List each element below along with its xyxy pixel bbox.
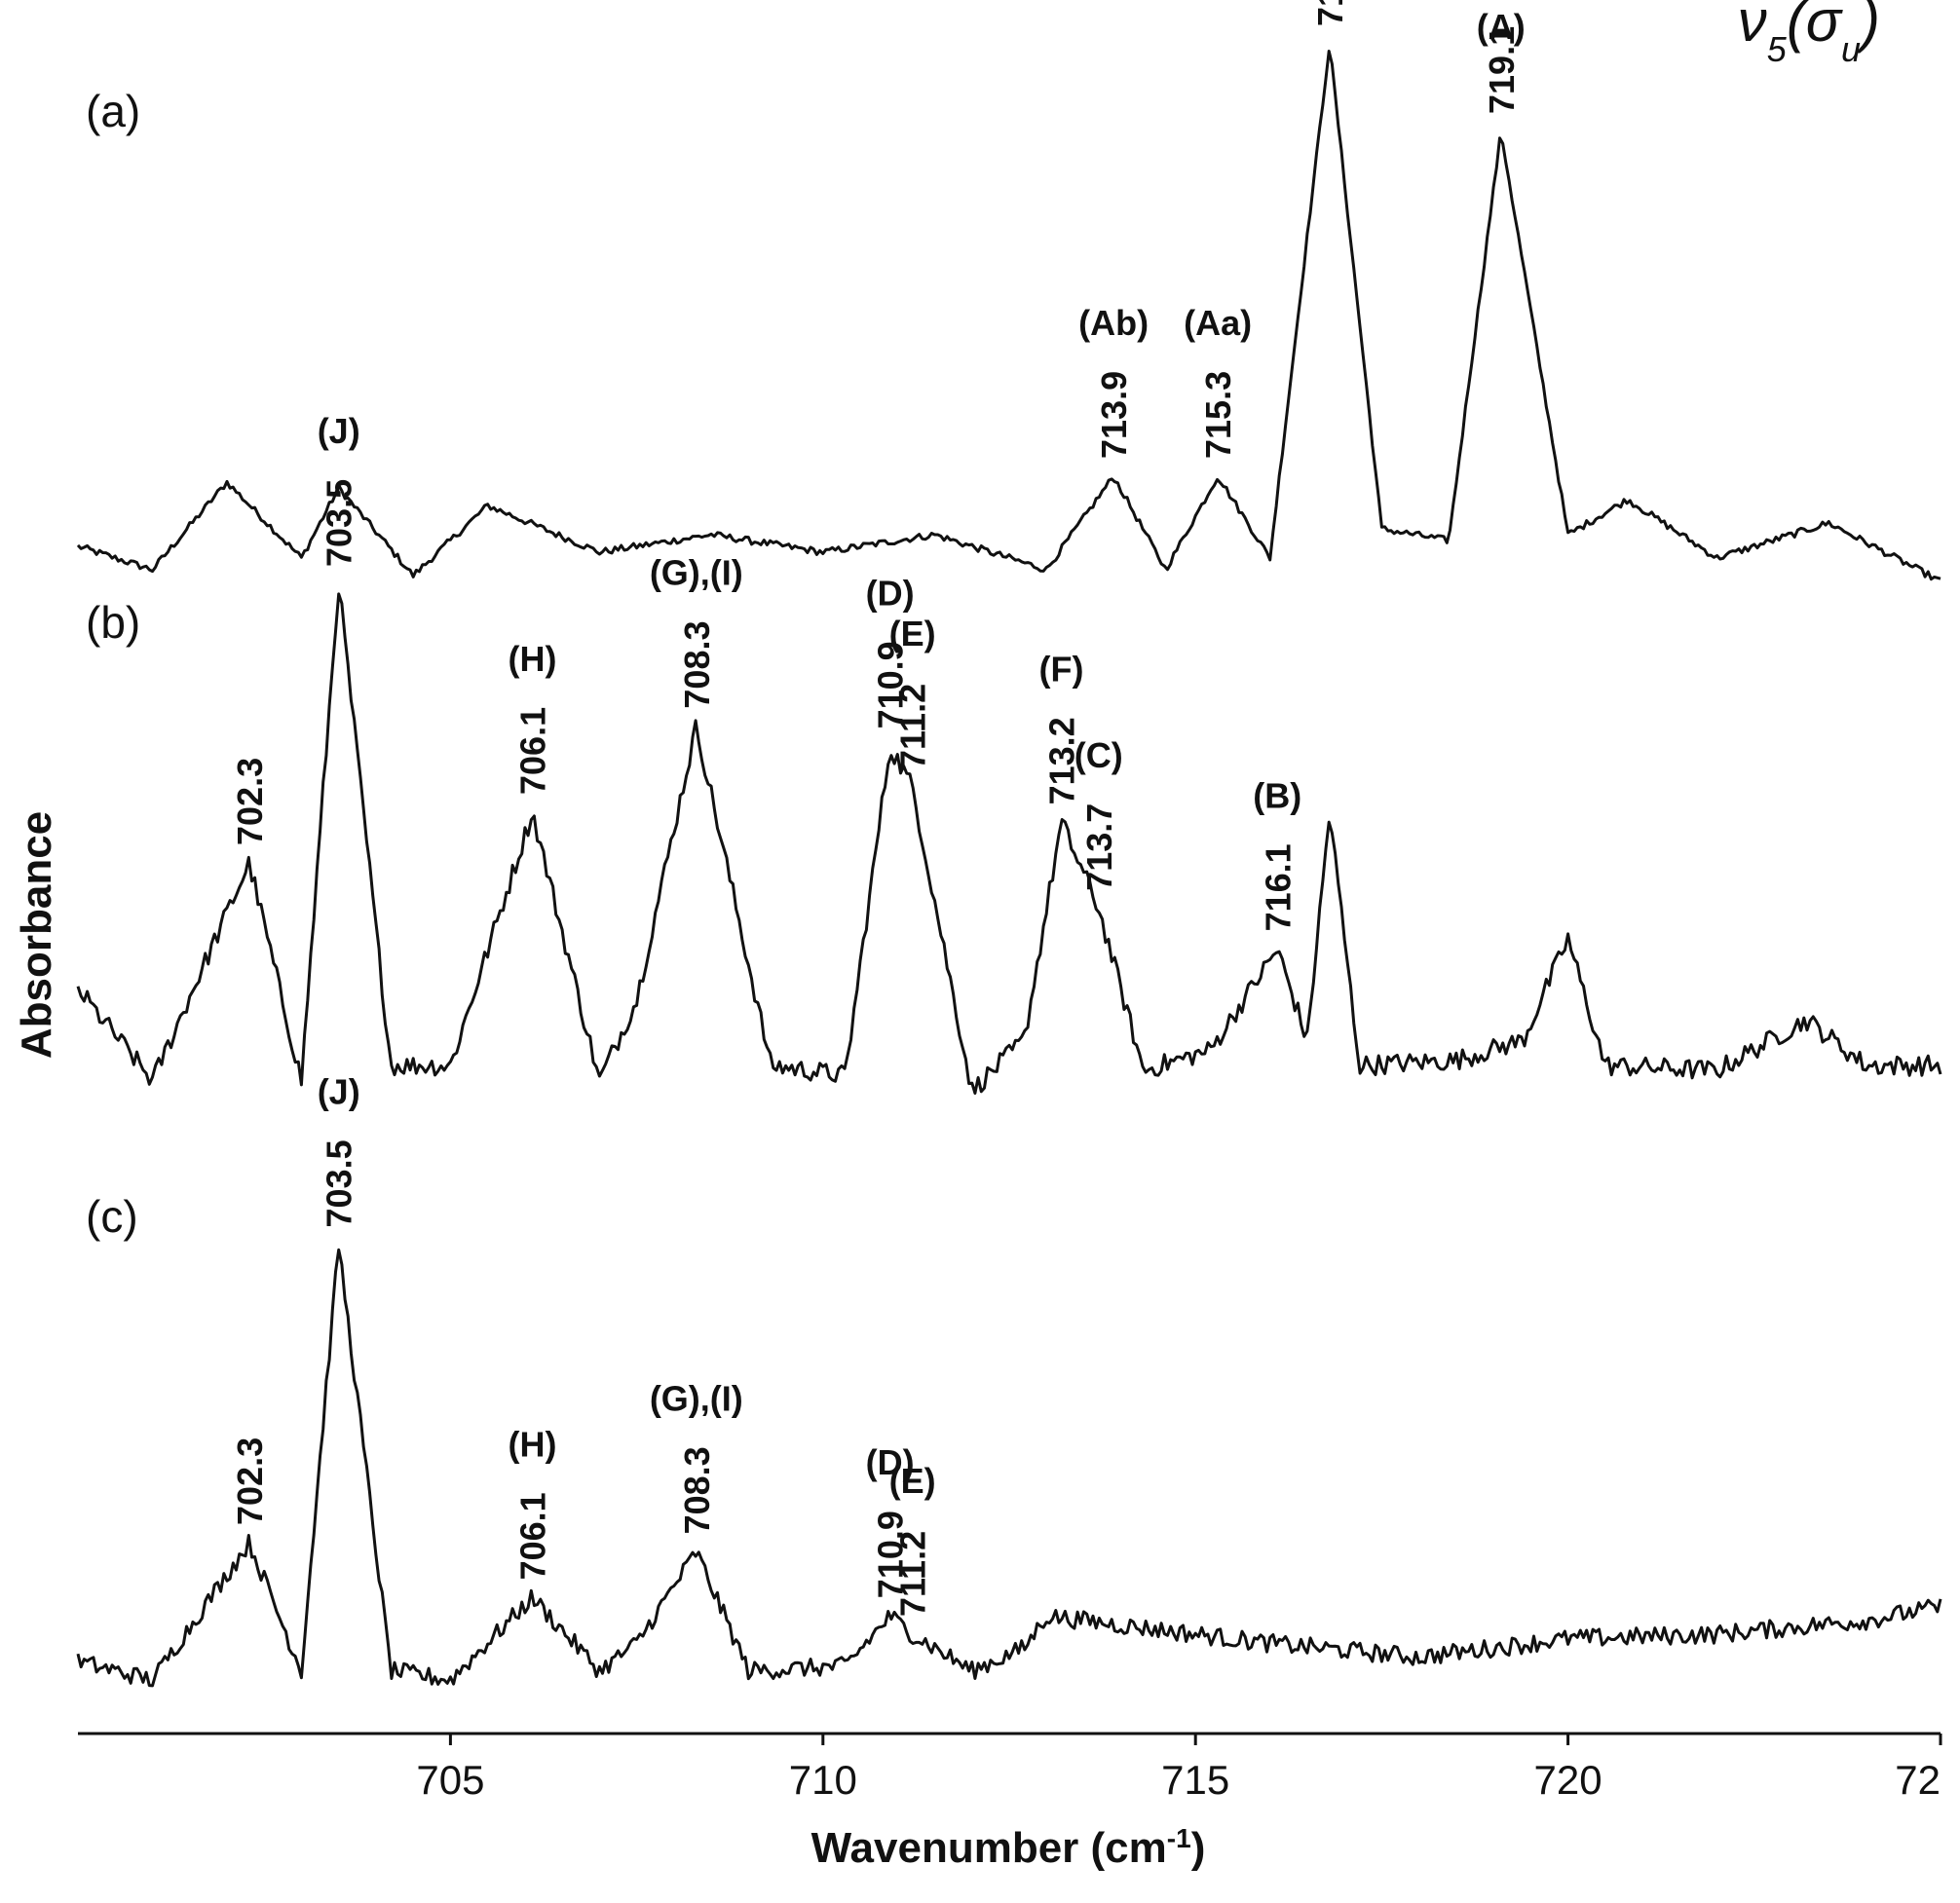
peak-label: 715.3 xyxy=(1198,371,1238,459)
panel-label: (b) xyxy=(86,597,140,648)
spectrum-trace xyxy=(76,1248,1942,1688)
x-axis-title-sup: -1 xyxy=(1167,1823,1191,1853)
x-axis-title-main: Wavenumber (cm xyxy=(811,1824,1167,1872)
x-tick-label: 705 xyxy=(416,1757,484,1803)
peak-label: 711.2 xyxy=(893,1531,933,1617)
peak-label: 716.8 xyxy=(1310,0,1350,26)
assignment-label: (D) xyxy=(866,1442,915,1482)
x-tick-label: 715 xyxy=(1161,1757,1229,1803)
x-axis-title-close: ) xyxy=(1191,1824,1206,1872)
panels: (a) 713.9 (Ab) 715.3 (Aa) 716.8 719.1(A) (b) 702… xyxy=(76,0,1942,1688)
x-axis: 705 710 715 720 72 xyxy=(78,1732,1942,1803)
chart-title: ν5(σu) xyxy=(1738,0,1880,69)
spectrum-trace xyxy=(76,592,1942,1095)
y-axis-title: Absorbance xyxy=(13,811,60,1059)
panel-label: (a) xyxy=(86,86,140,136)
peak-label: 711.2 xyxy=(893,684,933,769)
x-tick-label: 710 xyxy=(789,1757,857,1803)
assignment-label: (D) xyxy=(866,573,915,613)
assignment-label: (A) xyxy=(1477,7,1526,47)
x-axis-title: Wavenumber (cm-1) xyxy=(811,1823,1206,1873)
panel-label: (c) xyxy=(86,1191,138,1242)
peak-label: 716.1 xyxy=(1258,843,1298,931)
assignment-label: (Aa) xyxy=(1184,303,1252,343)
spectrum-trace xyxy=(76,50,1941,581)
assignment-label: (J) xyxy=(318,411,360,451)
peak-label: 719.1 xyxy=(1482,26,1522,114)
x-tick-label: 72 xyxy=(1895,1757,1941,1803)
peak-label: 708.3 xyxy=(677,621,717,709)
peak-label: 706.1 xyxy=(513,707,553,795)
peak-label: 710.9 xyxy=(871,1511,911,1598)
assignment-label: (J) xyxy=(318,1072,360,1112)
assignment-label: (H) xyxy=(509,639,557,679)
assignment-label: (Ab) xyxy=(1078,303,1149,343)
panel-0: (a) 713.9 (Ab) 715.3 (Aa) 716.8 719.1(A) xyxy=(76,0,1941,581)
assignment-label: (H) xyxy=(509,1424,557,1464)
assignment-label: (E) xyxy=(889,614,936,653)
peak-label: 702.3 xyxy=(230,758,270,845)
assignment-label: (E) xyxy=(889,1461,936,1501)
peak-label: 713.9 xyxy=(1094,371,1134,459)
peak-label: 703.5 xyxy=(320,1139,359,1227)
assignment-label: (G),(I) xyxy=(650,1378,743,1418)
panel-1: (b) 702.3 703.5 (J) 706.1 (H) 708.3 (G),(I) 710.… xyxy=(76,411,1942,1095)
peak-label: 713.2 xyxy=(1042,717,1082,804)
peak-label: 703.5 xyxy=(320,479,359,567)
assignment-label: (B) xyxy=(1253,775,1301,815)
x-tick-label: 720 xyxy=(1534,1757,1602,1803)
peak-label: 710.9 xyxy=(871,641,911,728)
peak-label: 702.3 xyxy=(230,1437,270,1525)
assignment-label: (G),(I) xyxy=(650,553,743,593)
peak-label: 708.3 xyxy=(677,1446,717,1534)
assignment-label: (C) xyxy=(1074,735,1123,775)
assignment-label: (F) xyxy=(1039,649,1084,689)
panel-2: (c) 702.3 703.5 (J) 706.1 (H) 708.3 (G),(I) 710.… xyxy=(76,1072,1942,1688)
peak-label: 713.7 xyxy=(1079,803,1119,891)
peak-label: 706.1 xyxy=(513,1492,553,1580)
